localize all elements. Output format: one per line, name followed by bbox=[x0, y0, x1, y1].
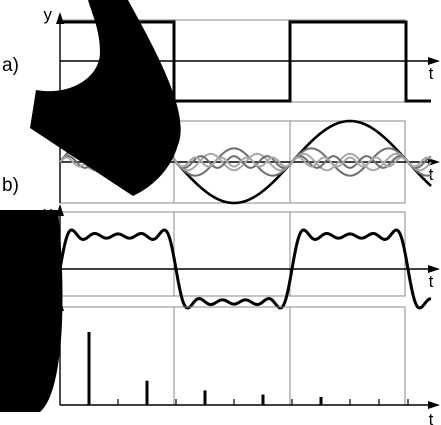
panel-label: a) bbox=[2, 55, 19, 76]
t-axis-arrow bbox=[428, 57, 440, 65]
t-axis-label: t bbox=[429, 165, 434, 184]
swoosh-overlay bbox=[0, 0, 181, 412]
panel-label: b) bbox=[2, 175, 19, 196]
t-axis-label: t bbox=[429, 272, 434, 291]
panel-frame bbox=[59, 306, 406, 406]
swoosh-lower bbox=[0, 210, 63, 412]
swoosh-upper bbox=[30, 0, 181, 196]
square-wave-line bbox=[60, 20, 431, 103]
t-axis-arrow bbox=[428, 158, 440, 166]
panel-a-square-wave: y t a) bbox=[2, 5, 440, 103]
t-axis-label: t bbox=[429, 64, 434, 83]
y-axis-label: y bbox=[44, 5, 53, 24]
t-axis-label: t bbox=[429, 410, 434, 425]
t-axis-arrow bbox=[428, 401, 440, 409]
t-axis-arrow bbox=[428, 265, 440, 273]
panel-d-spectrum: ytd) bbox=[2, 299, 440, 425]
panel-frame bbox=[59, 211, 406, 297]
fourier-sum-curve bbox=[58, 228, 432, 310]
panel-c-fourier-sum: ytc) bbox=[2, 203, 440, 310]
